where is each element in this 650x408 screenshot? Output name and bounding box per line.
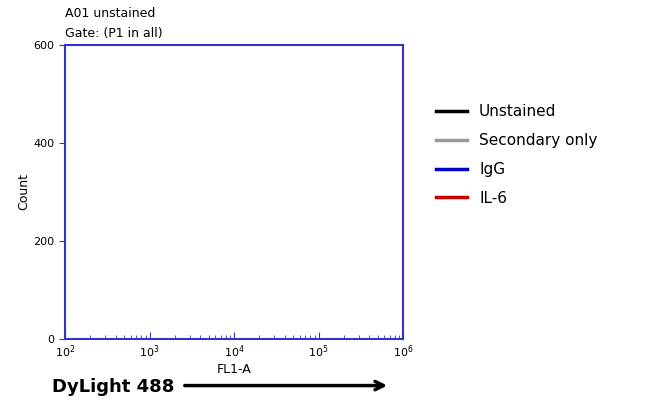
Text: Gate: (P1 in all): Gate: (P1 in all) — [65, 27, 162, 40]
Text: A01 unstained: A01 unstained — [65, 7, 155, 20]
Text: DyLight 488: DyLight 488 — [52, 378, 174, 396]
Y-axis label: Count: Count — [18, 173, 31, 210]
Legend: Unstained, Secondary only, IgG, IL-6: Unstained, Secondary only, IgG, IL-6 — [430, 98, 603, 212]
X-axis label: FL1-A: FL1-A — [216, 363, 252, 376]
